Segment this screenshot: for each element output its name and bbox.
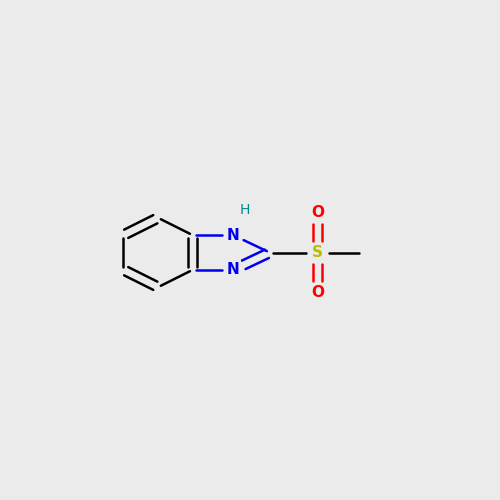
Text: S: S [312,245,324,260]
Text: O: O [312,286,324,300]
Text: O: O [312,204,324,220]
Text: H: H [240,203,250,217]
Text: N: N [227,262,239,278]
Text: N: N [227,228,239,242]
